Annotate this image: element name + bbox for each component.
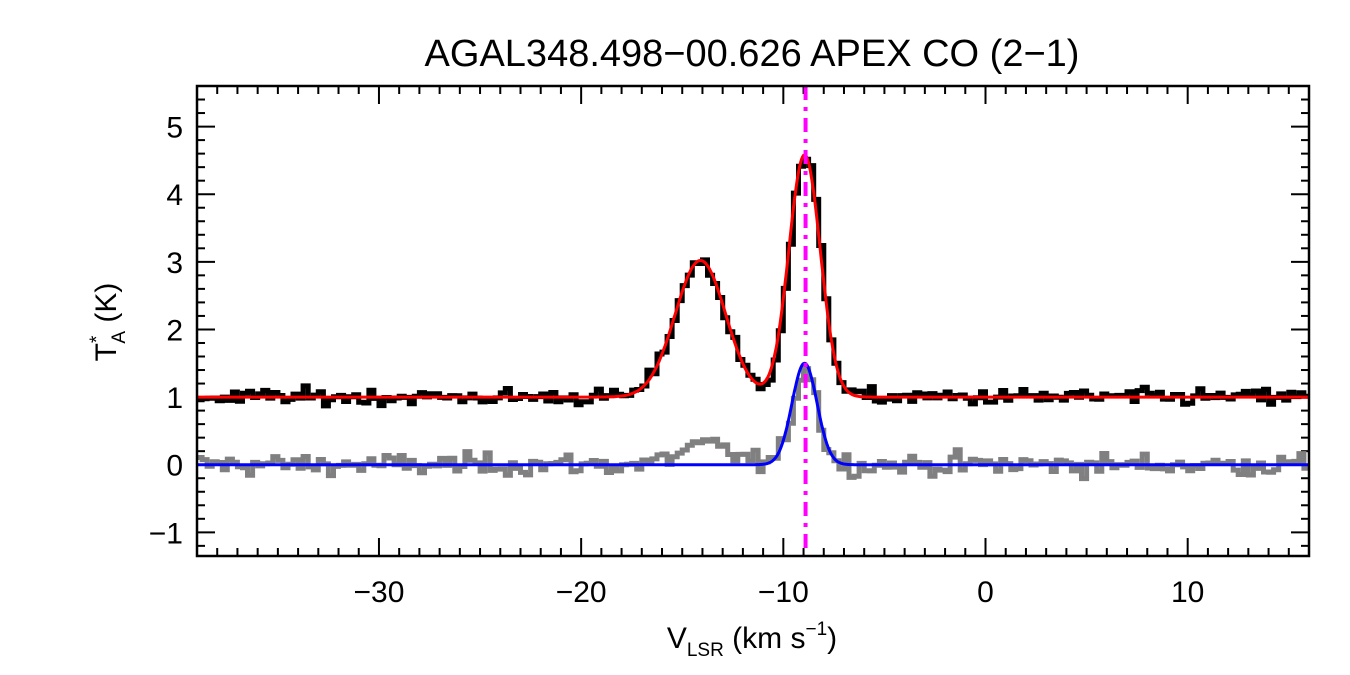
y-axis-label: T*A (K) — [87, 283, 130, 362]
y-tick-label: 5 — [166, 112, 183, 145]
x-axis-label: VLSR (km s−1) — [667, 619, 837, 661]
x-tick-label: −30 — [354, 576, 405, 609]
y-tick-label: 4 — [166, 179, 183, 212]
x-axis-ticks: −30 −20 −10 0 10 — [196, 86, 1310, 609]
y-tick-label: −1 — [149, 517, 183, 550]
series-0-step — [197, 156, 1309, 409]
y-axis-ticks: −1 0 1 2 3 4 5 — [149, 85, 1309, 550]
y-tick-label: 0 — [166, 450, 183, 483]
x-tick-label: 10 — [1171, 576, 1204, 609]
series-layer — [197, 86, 1309, 556]
plot-frame — [195, 84, 1311, 558]
x-tick-label: −10 — [758, 576, 809, 609]
x-tick-label: 0 — [977, 576, 994, 609]
series-1-fit — [197, 153, 1309, 399]
series-3-fit — [197, 361, 1309, 467]
y-tick-label: 1 — [166, 382, 183, 415]
y-tick-label: 3 — [166, 247, 183, 280]
chart-title: AGAL348.498−00.626 APEX CO (2−1) — [425, 33, 1080, 75]
x-tick-label: −20 — [556, 576, 607, 609]
y-tick-label: 2 — [166, 314, 183, 347]
